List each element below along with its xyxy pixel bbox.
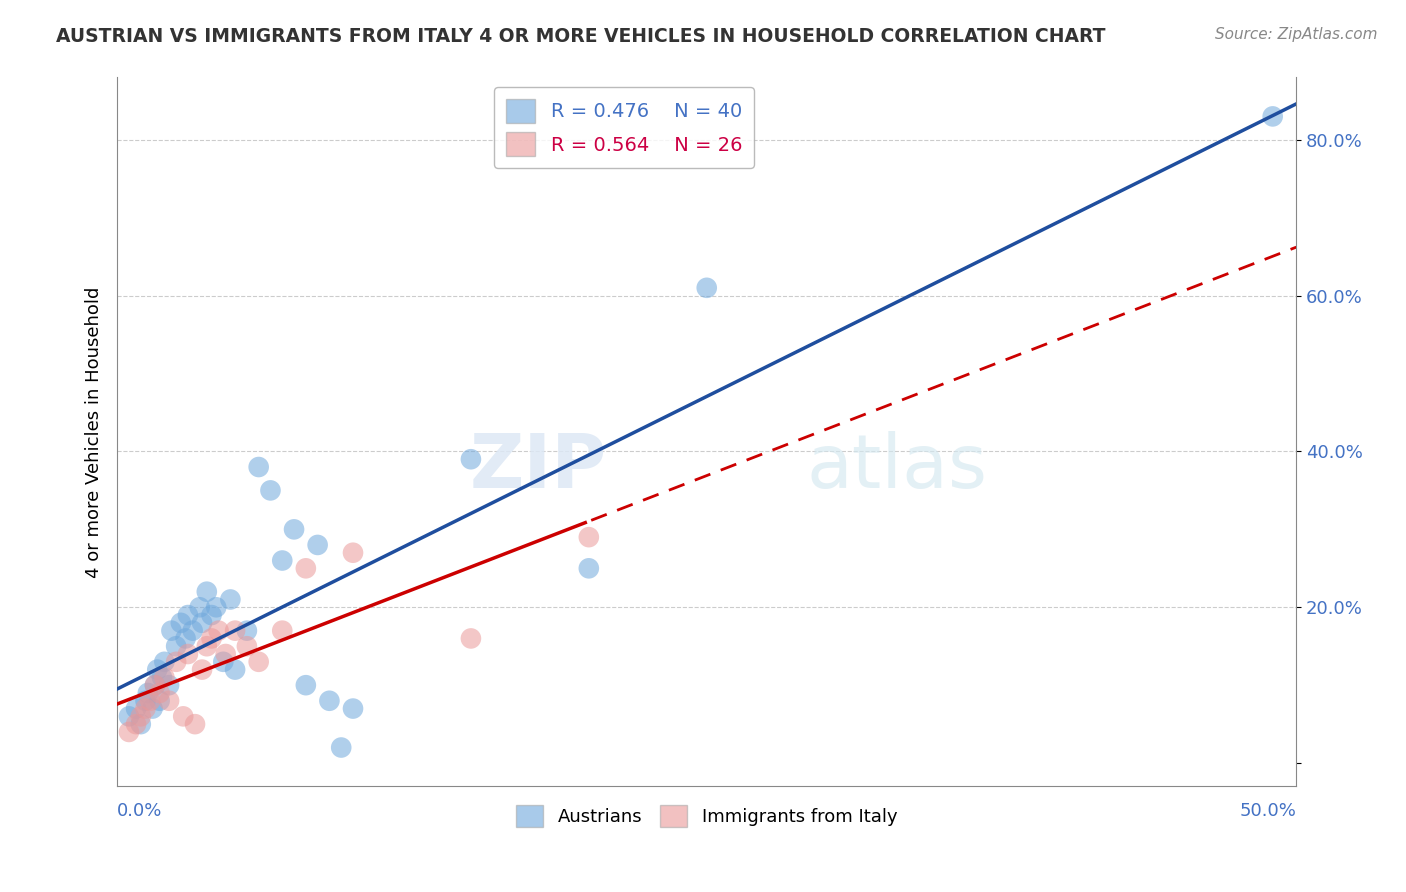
Point [165,655,187,669]
Point [215,647,238,661]
Point [247,655,270,669]
Point [181,624,204,638]
Point [271,624,294,638]
Point [118,725,141,739]
Point [149,686,172,700]
Point [134,701,156,715]
Point [129,717,152,731]
Point [283,522,305,536]
Point [157,678,180,692]
Point [125,701,148,715]
Point [212,655,235,669]
Point [330,740,353,755]
Text: 50.0%: 50.0% [1240,802,1296,820]
Point [236,639,259,653]
Point [139,694,162,708]
Point [295,561,318,575]
Point [165,639,187,653]
Legend: Austrians, Immigrants from Italy: Austrians, Immigrants from Italy [509,797,904,834]
Point [134,694,156,708]
Point [307,538,329,552]
Point [177,647,200,661]
Point [146,663,169,677]
Point [184,717,207,731]
Text: Source: ZipAtlas.com: Source: ZipAtlas.com [1215,27,1378,42]
Point [153,670,176,684]
Point [342,701,364,715]
Point [247,460,270,475]
Point [259,483,281,498]
Point [172,709,194,723]
Point [207,624,229,638]
Point [153,655,176,669]
Text: atlas: atlas [807,431,988,504]
Point [224,663,246,677]
Point [195,639,218,653]
Point [342,546,364,560]
Point [174,632,197,646]
Text: AUSTRIAN VS IMMIGRANTS FROM ITALY 4 OR MORE VEHICLES IN HOUSEHOLD CORRELATION CH: AUSTRIAN VS IMMIGRANTS FROM ITALY 4 OR M… [56,27,1105,45]
Point [118,709,141,723]
Point [200,632,222,646]
Point [271,553,294,567]
Point [460,452,482,467]
Point [195,584,218,599]
Point [1261,109,1284,123]
Point [696,281,718,295]
Point [149,694,172,708]
Point [188,600,211,615]
Point [219,592,242,607]
Point [143,678,166,692]
Point [200,608,222,623]
Point [460,632,482,646]
Point [578,561,600,575]
Point [205,600,228,615]
Point [177,608,200,623]
Point [191,615,214,630]
Point [129,709,152,723]
Point [160,624,183,638]
Point [191,663,214,677]
Point [318,694,340,708]
Point [125,717,148,731]
Point [157,694,180,708]
Point [150,670,173,684]
Point [578,530,600,544]
Text: 0.0%: 0.0% [117,802,163,820]
Point [142,701,165,715]
Point [224,624,246,638]
Point [136,686,159,700]
Point [295,678,318,692]
Point [170,615,193,630]
Point [143,678,166,692]
Y-axis label: 4 or more Vehicles in Household: 4 or more Vehicles in Household [86,286,103,578]
Text: ZIP: ZIP [470,431,606,504]
Point [236,624,259,638]
